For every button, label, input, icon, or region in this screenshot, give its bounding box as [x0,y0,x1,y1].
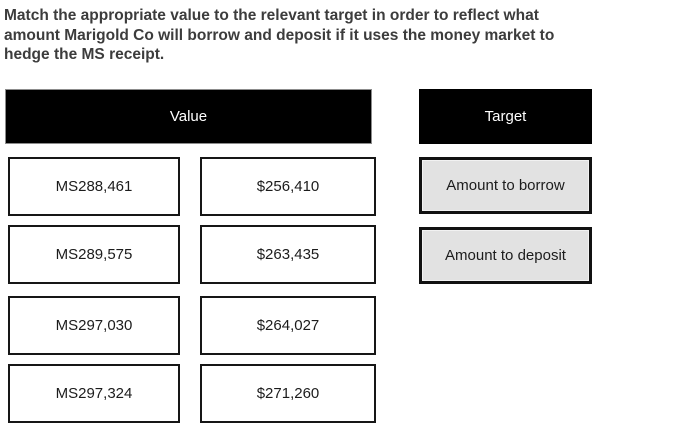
question-text: Match the appropriate value to the relev… [4,6,554,65]
question-line-1: Match the appropriate value to the relev… [4,7,539,24]
value-option-usd-3[interactable]: $264,027 [200,296,376,355]
target-box-borrow[interactable]: Amount to borrow [419,157,592,214]
target-column-header: Target [419,89,592,144]
value-option-ms-4[interactable]: MS297,324 [8,364,180,423]
value-option-ms-3[interactable]: MS297,030 [8,296,180,355]
question-line-3: hedge the MS receipt. [4,46,165,63]
value-column-header: Value [5,89,372,144]
value-option-ms-2[interactable]: MS289,575 [8,225,180,284]
target-box-deposit[interactable]: Amount to deposit [419,227,592,284]
value-option-usd-4[interactable]: $271,260 [200,364,376,423]
value-option-ms-1[interactable]: MS288,461 [8,157,180,216]
value-option-usd-1[interactable]: $256,410 [200,157,376,216]
value-option-usd-2[interactable]: $263,435 [200,225,376,284]
question-line-2: amount Marigold Co will borrow and depos… [4,26,555,44]
